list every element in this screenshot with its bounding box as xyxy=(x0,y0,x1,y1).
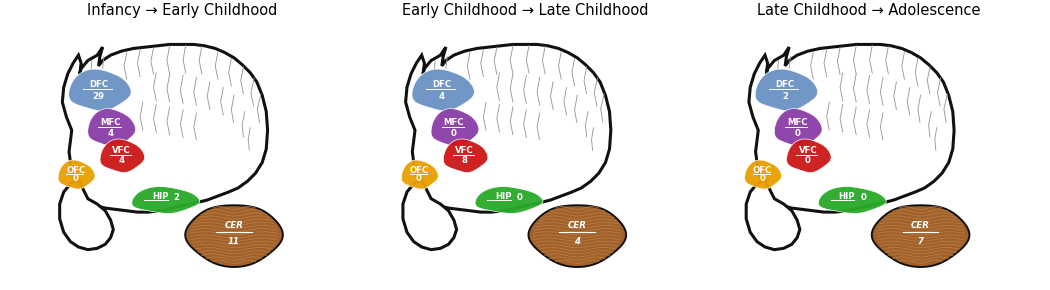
Polygon shape xyxy=(132,186,200,213)
Polygon shape xyxy=(747,180,800,250)
Text: HIP: HIP xyxy=(496,192,511,201)
Text: 4: 4 xyxy=(439,92,445,101)
Polygon shape xyxy=(774,108,822,147)
Text: OFC: OFC xyxy=(66,166,85,175)
Text: 29: 29 xyxy=(92,92,105,101)
Text: OFC: OFC xyxy=(410,166,428,175)
Text: 0: 0 xyxy=(416,174,422,183)
Text: 11: 11 xyxy=(228,237,240,246)
Text: VFC: VFC xyxy=(456,146,474,155)
Polygon shape xyxy=(88,108,135,147)
Text: CER: CER xyxy=(225,220,244,230)
Title: Infancy → Early Childhood: Infancy → Early Childhood xyxy=(86,3,277,18)
Polygon shape xyxy=(405,44,611,212)
Text: VFC: VFC xyxy=(799,146,817,155)
Text: 0: 0 xyxy=(517,193,523,202)
Polygon shape xyxy=(401,160,438,189)
Text: MFC: MFC xyxy=(444,118,464,127)
Polygon shape xyxy=(744,160,781,189)
Text: 0: 0 xyxy=(860,193,866,202)
Polygon shape xyxy=(68,69,131,111)
Text: 4: 4 xyxy=(574,237,581,246)
Polygon shape xyxy=(403,180,457,250)
Polygon shape xyxy=(872,205,969,267)
Text: CER: CER xyxy=(911,220,930,230)
Polygon shape xyxy=(749,44,954,212)
Title: Late Childhood → Adolescence: Late Childhood → Adolescence xyxy=(756,3,980,18)
Polygon shape xyxy=(58,160,94,189)
Polygon shape xyxy=(443,139,488,173)
Polygon shape xyxy=(62,44,268,212)
Polygon shape xyxy=(100,139,145,173)
Polygon shape xyxy=(786,139,832,173)
Text: OFC: OFC xyxy=(753,166,772,175)
Polygon shape xyxy=(412,69,475,111)
Text: HIP: HIP xyxy=(839,192,855,201)
Polygon shape xyxy=(818,186,886,213)
Text: 0: 0 xyxy=(794,128,800,137)
Polygon shape xyxy=(528,205,626,267)
Polygon shape xyxy=(755,69,818,111)
Polygon shape xyxy=(475,186,543,213)
Text: MFC: MFC xyxy=(101,118,121,127)
Text: 4: 4 xyxy=(119,156,125,165)
Title: Early Childhood → Late Childhood: Early Childhood → Late Childhood xyxy=(402,3,648,18)
Text: 2: 2 xyxy=(782,92,789,101)
Polygon shape xyxy=(432,108,479,147)
Text: 0: 0 xyxy=(759,174,765,183)
Polygon shape xyxy=(60,180,113,250)
Text: 0: 0 xyxy=(450,128,457,137)
Text: HIP: HIP xyxy=(152,192,168,201)
Text: VFC: VFC xyxy=(112,146,130,155)
Text: 7: 7 xyxy=(918,237,924,246)
Text: DFC: DFC xyxy=(776,79,795,88)
Polygon shape xyxy=(185,205,282,267)
Text: 2: 2 xyxy=(173,193,180,202)
Text: 8: 8 xyxy=(462,156,467,165)
Text: CER: CER xyxy=(568,220,587,230)
Text: 0: 0 xyxy=(805,156,811,165)
Text: 0: 0 xyxy=(72,174,79,183)
Text: DFC: DFC xyxy=(433,79,452,88)
Text: 4: 4 xyxy=(107,128,113,137)
Text: MFC: MFC xyxy=(786,118,807,127)
Text: DFC: DFC xyxy=(89,79,108,88)
